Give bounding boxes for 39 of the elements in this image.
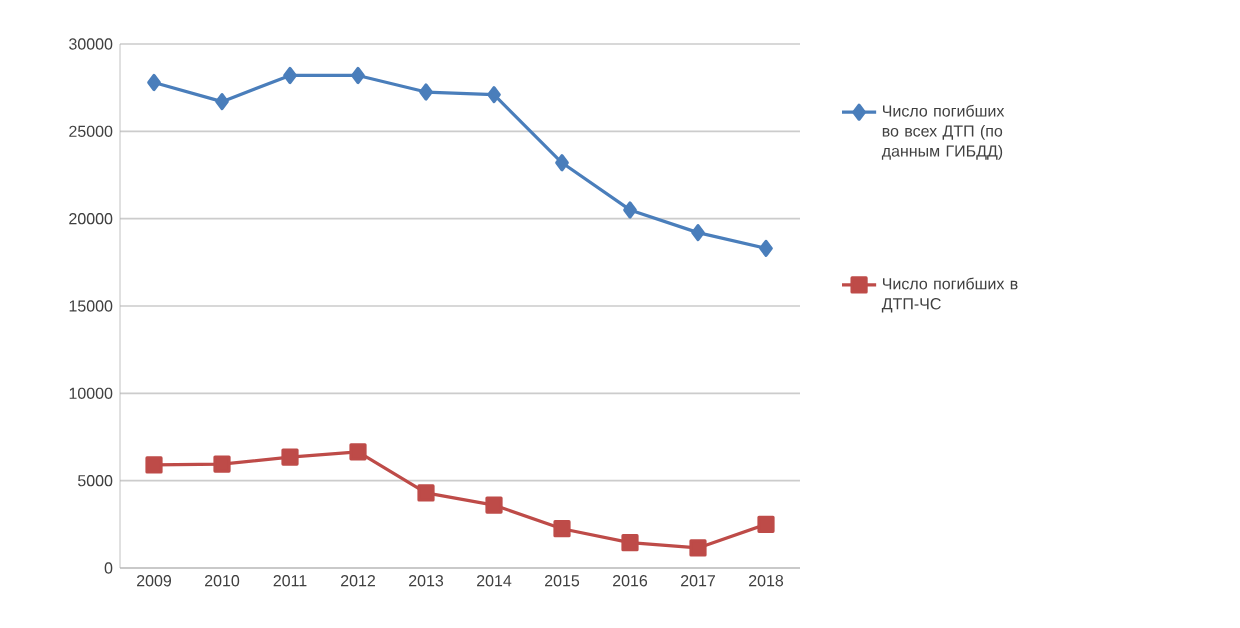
y-tick-label: 0 (104, 562, 113, 574)
point (283, 66, 297, 85)
x-tick-label: 2017 (681, 575, 715, 587)
point (689, 539, 707, 557)
point (757, 515, 775, 533)
point (215, 93, 229, 111)
point (553, 520, 571, 538)
point (147, 73, 161, 92)
x-tick-label: 2010 (205, 575, 240, 587)
point (419, 83, 433, 101)
point (351, 66, 365, 85)
y-tick-label: 5000 (77, 475, 113, 487)
y-tick-label: 20000 (69, 213, 113, 225)
y-tick-label: 15000 (69, 300, 113, 312)
legend-label: Число погибших во всех ДТП (по данным ГИБДД) (881, 104, 1005, 160)
y-tick-label: 10000 (69, 387, 113, 399)
point (145, 456, 163, 474)
point (555, 154, 569, 172)
x-tick-label: 2011 (273, 575, 307, 587)
point (691, 224, 705, 242)
point (623, 201, 637, 219)
y-tick-label: 30000 (69, 38, 113, 50)
x-tick-label: 2018 (749, 575, 784, 587)
point (621, 534, 639, 552)
point (349, 443, 367, 461)
x-tick-label: 2013 (409, 575, 444, 587)
x-tick-label: 2009 (137, 575, 172, 587)
point (485, 496, 503, 514)
point (281, 448, 299, 466)
point (417, 484, 435, 502)
point (487, 86, 501, 104)
x-tick-label: 2016 (613, 575, 648, 587)
x-tick-label: 2014 (477, 575, 512, 587)
legend-label: Число погибших в ДТП-ЧС (881, 277, 1018, 313)
point (759, 239, 773, 257)
x-tick-label: 2015 (545, 575, 580, 587)
point (213, 455, 231, 473)
x-tick-label: 2012 (341, 575, 375, 587)
y-tick-label: 25000 (69, 125, 113, 137)
